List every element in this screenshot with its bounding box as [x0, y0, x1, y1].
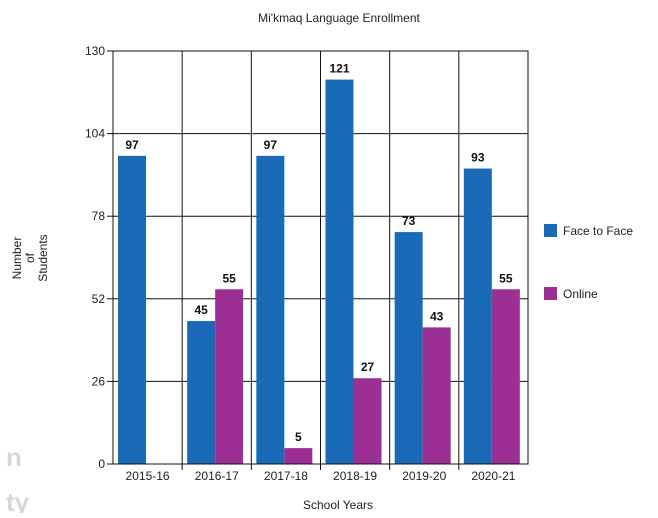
bar-face-to-face — [325, 79, 354, 464]
legend-swatch — [544, 224, 557, 237]
y-axis-title: NumberofStudents — [10, 234, 50, 281]
x-tick-label: 2020-21 — [471, 469, 515, 483]
x-tick-label: 2016-17 — [195, 469, 239, 483]
legend: Face to Face Online — [544, 224, 633, 301]
y-tick-label: 104 — [85, 127, 105, 141]
y-tick-label: 52 — [92, 292, 106, 306]
value-label: 45 — [194, 303, 208, 317]
value-labels: 97 45 55 97 5 121 27 73 43 93 55 — [125, 62, 513, 445]
x-axis-title: School Years — [303, 498, 373, 512]
bar-face-to-face — [187, 321, 216, 464]
bar-face-to-face — [256, 155, 285, 465]
watermark-text-1: n — [6, 442, 22, 472]
axes — [107, 50, 529, 465]
value-label: 73 — [402, 214, 416, 228]
y-tick-label: 78 — [92, 209, 106, 223]
bar-face-to-face — [394, 232, 423, 464]
value-label: 55 — [222, 271, 236, 285]
value-label: 27 — [361, 360, 375, 374]
bar-online — [284, 448, 313, 464]
bar-online — [353, 378, 382, 464]
bars — [118, 79, 520, 465]
legend-label: Online — [563, 287, 598, 301]
value-label: 97 — [264, 138, 278, 152]
y-tick-label: 26 — [92, 374, 106, 388]
chart-title: Mi'kmaq Language Enrollment — [258, 11, 420, 25]
bar-face-to-face — [463, 168, 492, 465]
value-label: 121 — [329, 62, 349, 76]
y-tick-label: 0 — [98, 457, 105, 471]
x-tick-label: 2019-20 — [402, 469, 446, 483]
value-label: 5 — [295, 430, 302, 444]
tick-labels: 0 26 52 78 104 130 2015-16 2016-17 2017-18 2018-1… — [85, 44, 516, 483]
bar-online — [215, 289, 244, 464]
legend-swatch — [544, 287, 557, 300]
value-label: 43 — [430, 309, 444, 323]
value-label: 55 — [499, 271, 513, 285]
x-tick-label: 2017-18 — [264, 469, 308, 483]
value-label: 97 — [125, 138, 139, 152]
bar-online — [422, 327, 451, 464]
y-tick-label: 130 — [85, 44, 105, 58]
watermark-text-2: ty — [6, 487, 30, 513]
x-tick-label: 2015-16 — [126, 469, 170, 483]
bar-face-to-face — [118, 155, 146, 465]
bar-online — [491, 289, 520, 464]
plot-frame — [112, 50, 529, 465]
value-label: 93 — [471, 151, 485, 165]
legend-label: Face to Face — [563, 224, 633, 238]
x-tick-label: 2018-19 — [333, 469, 377, 483]
